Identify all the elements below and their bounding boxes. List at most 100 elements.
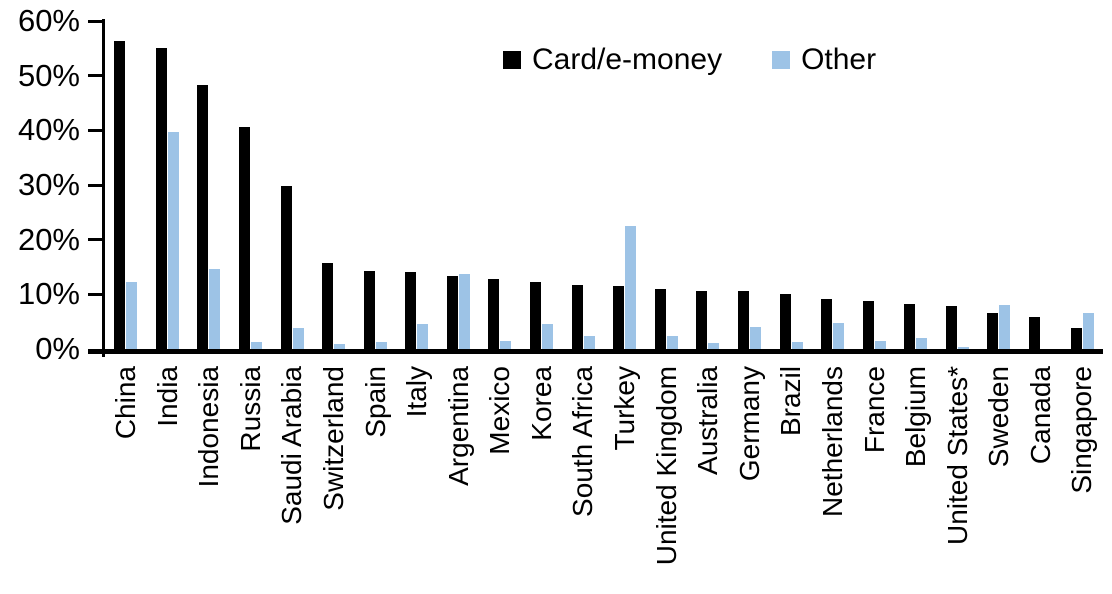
bar-group xyxy=(812,21,854,349)
bar-group xyxy=(313,21,355,349)
x-axis-label: Spain xyxy=(359,366,391,438)
other-bar xyxy=(500,340,512,349)
card-e-money-bar xyxy=(197,84,209,349)
other-bar xyxy=(417,324,429,349)
bar-group xyxy=(396,21,438,349)
y-tick-label: 10% xyxy=(17,276,80,312)
bar-group xyxy=(1061,21,1103,349)
x-axis-label: Argentina xyxy=(442,366,474,486)
card-e-money-bar xyxy=(405,271,417,349)
other-bar xyxy=(209,269,221,349)
x-axis-label: Korea xyxy=(525,366,557,441)
x-label-cell: Italy xyxy=(396,366,438,417)
bar-group xyxy=(853,21,895,349)
card-e-money-bar xyxy=(363,271,375,349)
x-label-cell: Argentina xyxy=(438,366,480,486)
other-bar xyxy=(791,342,803,349)
x-label-cell: Switzerland xyxy=(313,366,355,511)
x-axis-label: Brazil xyxy=(775,366,807,437)
bar-group xyxy=(646,21,688,349)
bar-group xyxy=(438,21,480,349)
x-axis-label: Germany xyxy=(733,366,765,482)
x-label-cell: Brazil xyxy=(770,366,812,436)
other-bar xyxy=(957,347,969,349)
other-bar xyxy=(251,342,263,349)
x-axis-label: Indonesia xyxy=(193,366,225,488)
x-label-cell: South Africa xyxy=(562,366,604,517)
legend-item-card-e-money: Card/e-money xyxy=(503,44,722,76)
bar-group xyxy=(604,21,646,349)
card-e-money-bar xyxy=(737,291,749,349)
bar-group xyxy=(1020,21,1062,349)
y-tick xyxy=(88,19,104,23)
x-axis-label: Russia xyxy=(234,366,266,452)
x-axis-label: China xyxy=(110,366,142,440)
legend-label-other: Other xyxy=(801,43,877,76)
x-label-cell: Sweden xyxy=(978,366,1020,467)
bar-group xyxy=(271,21,313,349)
x-axis-label: Switzerland xyxy=(317,366,349,511)
y-tick-label: 0% xyxy=(35,331,80,366)
other-bar xyxy=(1082,313,1094,349)
x-label-cell: Canada xyxy=(1020,366,1062,464)
x-axis-label: United Kingdom xyxy=(650,366,682,566)
x-label-cell: United Kingdom xyxy=(646,366,688,565)
x-axis-line xyxy=(88,349,1103,354)
y-tick-label: 50% xyxy=(17,57,80,93)
x-axis-label: Turkey xyxy=(609,366,641,451)
x-label-cell: Belgium xyxy=(895,366,937,467)
bar-group xyxy=(770,21,812,349)
bar-group xyxy=(105,21,147,349)
x-label-cell: Saudi Arabia xyxy=(271,366,313,525)
legend-item-other: Other xyxy=(772,44,876,76)
bar-group xyxy=(562,21,604,349)
x-axis-label: United States* xyxy=(941,366,973,545)
bar-group xyxy=(479,21,521,349)
bar-group xyxy=(687,21,729,349)
x-label-cell: Indonesia xyxy=(188,366,230,487)
x-label-cell: Singapore xyxy=(1061,366,1103,494)
x-label-cell: Spain xyxy=(354,366,396,438)
x-axis-label: Canada xyxy=(1024,366,1056,465)
card-e-money-bar xyxy=(987,313,999,349)
card-e-money-bar xyxy=(821,298,833,349)
x-axis-labels: China India Indonesia Russia Saudi Arabia Swi… xyxy=(105,366,1103,588)
x-label-cell: India xyxy=(147,366,189,427)
x-label-cell: United States* xyxy=(937,366,979,545)
y-tick-label: 60% xyxy=(17,3,80,38)
other-bar xyxy=(916,337,928,349)
card-e-money-bar xyxy=(239,127,251,349)
card-e-money-bar xyxy=(571,285,583,349)
x-label-cell: Korea xyxy=(521,366,563,441)
bar-group xyxy=(978,21,1020,349)
x-label-cell: China xyxy=(105,366,147,439)
other-bar xyxy=(708,343,720,349)
bar-group xyxy=(937,21,979,349)
card-e-money-bar xyxy=(945,306,957,349)
bar-group xyxy=(188,21,230,349)
x-axis-label: Saudi Arabia xyxy=(276,366,308,525)
y-tick-label: 40% xyxy=(17,112,80,148)
x-label-cell: Germany xyxy=(729,366,771,481)
y-axis-line xyxy=(102,19,105,357)
other-bar xyxy=(458,273,470,349)
x-axis-label: Netherlands xyxy=(816,366,848,517)
other-bar xyxy=(292,327,304,349)
x-axis-label: Italy xyxy=(401,366,433,418)
x-axis-label: Belgium xyxy=(900,366,932,468)
x-axis-label: Sweden xyxy=(983,366,1015,468)
x-label-cell: Russia xyxy=(230,366,272,452)
legend: Card/e-money Other xyxy=(503,44,876,76)
y-tick-label: 30% xyxy=(17,167,80,202)
other-bar xyxy=(334,344,346,349)
card-e-money-bar xyxy=(696,290,708,349)
other-bar xyxy=(833,322,845,349)
card-e-money-bar xyxy=(280,186,292,349)
y-tick xyxy=(88,128,104,132)
legend-label-card-e-money: Card/e-money xyxy=(532,43,723,76)
card-e-money-bar xyxy=(862,301,874,349)
x-label-cell: Australia xyxy=(687,366,729,475)
card-e-money-bar xyxy=(530,282,542,349)
card-e-money-bar xyxy=(779,294,791,349)
